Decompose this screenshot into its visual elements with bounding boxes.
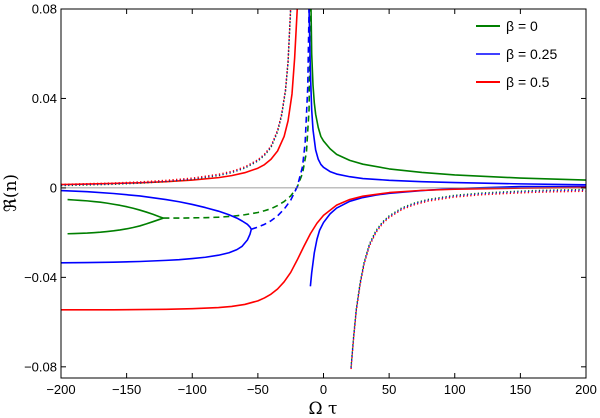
x-tick-label: 200: [575, 382, 597, 397]
y-tick-label: 0.04: [32, 91, 57, 106]
legend-label-beta-0.5: β = 0.5: [506, 74, 550, 90]
series-line-beta-0.25-solid-7: [308, 9, 586, 186]
y-tick-label: −0.04: [24, 270, 57, 285]
y-tick-label: 0: [50, 180, 57, 195]
plot-area: [61, 9, 586, 378]
legend-label-beta-0: β = 0: [506, 18, 538, 34]
y-axis-title: ℜ(n): [1, 174, 21, 212]
x-tick-label: 100: [444, 382, 466, 397]
x-tick-label: −100: [178, 382, 207, 397]
series-layer: [61, 9, 586, 370]
x-axis-title: Ω τ: [309, 399, 338, 418]
series-line-beta-0.25-solid-5: [61, 229, 253, 264]
y-tick-label: 0.08: [32, 2, 57, 17]
x-tick-label: −50: [247, 382, 269, 397]
x-tick-label: 50: [382, 382, 396, 397]
series-line-beta-0-solid-3: [310, 9, 586, 181]
series-line-beta-0.25-solid-4: [61, 189, 252, 230]
series-line-beta-0-solid-0: [67, 198, 164, 219]
x-tick-label: 150: [510, 382, 532, 397]
series-line-beta-0.25-dashed-6: [251, 9, 310, 231]
legend-label-beta-0.25: β = 0.25: [506, 46, 557, 62]
x-tick-label: 0: [320, 382, 327, 397]
series-line-beta-0-dashed-2: [163, 9, 312, 219]
x-tick-label: −150: [112, 382, 141, 397]
y-tick-label: −0.08: [24, 359, 57, 374]
series-line-beta-0-solid-1: [67, 217, 164, 235]
legend: β = 0 β = 0.25 β = 0.5: [476, 18, 557, 90]
series-line-beta-0.5-solid-9: [61, 9, 299, 186]
tick-layer: −200 −150 −100 −50 0 50 100 150 200 −0.08 −0.04 0 0.…: [24, 2, 597, 398]
x-tick-label: −200: [46, 382, 75, 397]
series-line-beta-0.5-solid-10: [61, 186, 586, 311]
